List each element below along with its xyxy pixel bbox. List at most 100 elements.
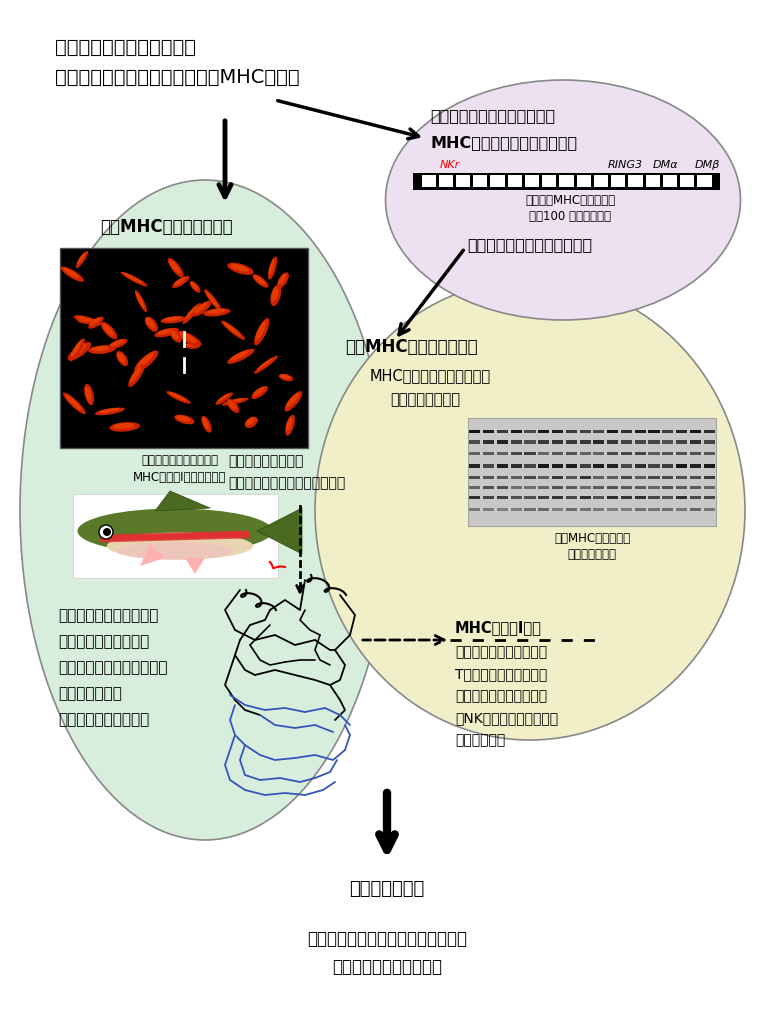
Ellipse shape [117,542,234,560]
Ellipse shape [272,287,278,302]
Bar [538,440,550,444]
Bar [580,508,591,511]
Bar [525,440,536,444]
Ellipse shape [257,357,273,370]
Ellipse shape [172,276,190,288]
Bar [538,486,550,489]
Bar [497,486,508,489]
Text: DMβ: DMβ [694,160,720,170]
Bar [538,508,550,511]
Bar [525,430,536,433]
Text: 新規MHC遺伝子群の解析: 新規MHC遺伝子群の解析 [345,338,478,356]
Ellipse shape [90,317,101,326]
Ellipse shape [134,351,159,372]
Bar [676,440,687,444]
Text: 多数の対立遺伝子の解明: 多数の対立遺伝子の解明 [58,608,159,623]
Bar [663,452,673,455]
Text: 白血球型分類法の確立: 白血球型分類法の確立 [58,634,149,649]
Ellipse shape [269,259,275,275]
Bar [607,486,618,489]
Text: NKr: NKr [440,160,460,170]
Ellipse shape [206,291,218,307]
Bar [697,175,711,187]
Ellipse shape [60,267,84,282]
Bar [649,452,659,455]
Polygon shape [185,558,205,574]
Text: 抗病性関連候補遺伝子の解明: 抗病性関連候補遺伝子の解明 [467,237,593,252]
Bar [635,476,646,479]
Bar [704,486,714,489]
Ellipse shape [169,392,186,401]
Ellipse shape [107,532,253,559]
Bar [704,464,714,468]
Ellipse shape [230,264,248,272]
Bar [594,430,604,433]
Ellipse shape [254,318,269,346]
Bar [511,464,522,468]
Bar [552,464,563,468]
Ellipse shape [71,341,81,357]
Bar [511,430,522,433]
Bar [552,440,563,444]
Bar [621,496,632,499]
Bar [469,486,481,489]
Ellipse shape [66,395,81,410]
Text: 拒絶反応、ワクチン有効性: 拒絶反応、ワクチン有効性 [58,660,167,675]
Text: 抗原ペプチドの結合: 抗原ペプチドの結合 [228,453,303,468]
Text: 機能、ナチュラルキラー: 機能、ナチュラルキラー [455,689,547,703]
Bar [491,175,505,187]
Ellipse shape [110,340,124,346]
Ellipse shape [174,415,194,425]
Bar [663,175,677,187]
Bar [456,175,471,187]
Ellipse shape [76,250,88,268]
Ellipse shape [166,391,190,404]
Bar [594,496,604,499]
Ellipse shape [77,318,99,324]
Bar [552,496,563,499]
Bar [704,430,714,433]
Bar [469,476,481,479]
Polygon shape [140,544,165,566]
Ellipse shape [88,346,115,354]
Bar [628,175,642,187]
Ellipse shape [154,328,179,338]
Ellipse shape [109,422,140,432]
Bar [497,476,508,479]
Bar [469,496,481,499]
Bar [635,440,646,444]
Text: との関連の解明: との関連の解明 [58,686,122,701]
Ellipse shape [170,329,182,343]
Ellipse shape [98,408,119,412]
Ellipse shape [145,317,158,331]
Ellipse shape [279,373,293,382]
Bar [621,464,632,468]
Ellipse shape [63,393,86,415]
Bar [497,430,508,433]
Ellipse shape [285,415,295,436]
Bar [538,452,550,455]
Bar [511,440,522,444]
Ellipse shape [194,303,207,313]
FancyBboxPatch shape [73,494,278,578]
Ellipse shape [221,398,248,405]
Bar [649,440,659,444]
Bar [635,496,646,499]
Ellipse shape [70,339,85,361]
Text: MHCクラスⅠ遺伝子の位置: MHCクラスⅠ遺伝子の位置 [133,471,227,484]
Text: ゲノム構造の解明: ゲノム構造の解明 [390,392,460,407]
Ellipse shape [268,256,277,280]
Bar [704,476,714,479]
Polygon shape [155,491,210,511]
Ellipse shape [146,318,155,328]
Bar [635,430,646,433]
Bar [704,440,714,444]
Bar [663,486,673,489]
Text: （約100 キロベース）: （約100 キロベース） [529,210,611,224]
Ellipse shape [228,263,254,275]
Bar [497,496,508,499]
Ellipse shape [77,316,96,323]
Bar [635,486,646,489]
Bar [704,452,714,455]
Bar [663,430,673,433]
